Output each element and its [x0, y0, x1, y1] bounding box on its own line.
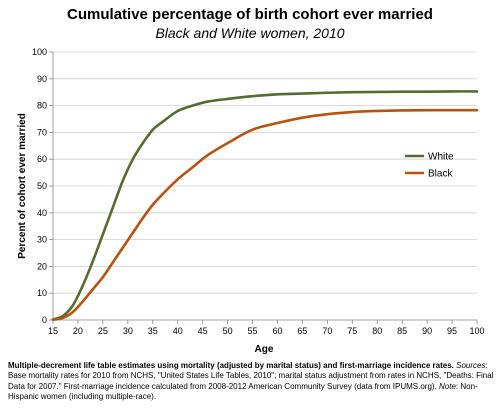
y-tick-label: 50: [37, 181, 47, 191]
y-tick-labels: 0 10 20 30 40 50 60 70 80 90 100: [32, 47, 47, 325]
footnote-lead: Multiple-decrement life table estimates …: [8, 361, 454, 370]
axes: [49, 51, 478, 324]
footnote-note-text: : Non-Hispanic women (including multiple…: [8, 381, 478, 402]
series-line-black: [51, 108, 479, 322]
x-tick-label: 85: [397, 326, 407, 336]
x-tick-label: 30: [123, 326, 133, 336]
y-tick-label: 60: [37, 154, 47, 164]
x-tick-label: 70: [322, 326, 332, 336]
x-tick-label: 95: [447, 326, 457, 336]
x-tick-label: 20: [73, 326, 83, 336]
legend: White Black: [405, 152, 454, 180]
x-tick-label: 15: [48, 326, 58, 336]
series-lines: [51, 90, 479, 322]
legend-label-white: White: [428, 152, 454, 163]
gridlines: [53, 51, 477, 294]
x-tick-label: 80: [372, 326, 382, 336]
x-tick-label: 100: [469, 326, 484, 336]
x-tick-label: 75: [347, 326, 357, 336]
footnote: Multiple-decrement life table estimates …: [8, 361, 494, 403]
y-tick-label: 80: [37, 101, 47, 111]
y-tick-label: 0: [42, 315, 47, 325]
y-tick-label: 90: [37, 74, 47, 84]
footnote-note-label: Note: [439, 381, 456, 391]
chart-title: Cumulative percentage of birth cohort ev…: [67, 6, 433, 23]
x-tick-label: 55: [248, 326, 258, 336]
y-tick-label: 20: [37, 261, 47, 271]
footnote-sources-label: Sources: [456, 361, 486, 370]
x-tick-label: 60: [272, 326, 282, 336]
y-tick-label: 10: [37, 288, 47, 298]
y-tick-label: 100: [32, 47, 47, 57]
y-tick-label: 70: [37, 127, 47, 137]
chart-subtitle: Black and White women, 2010: [155, 25, 344, 41]
x-tick-label: 45: [198, 326, 208, 336]
y-tick-label: 40: [37, 208, 47, 218]
x-tick-label: 25: [98, 326, 108, 336]
x-tick-label: 35: [148, 326, 158, 336]
x-tick-label: 65: [297, 326, 307, 336]
x-tick-label: 50: [223, 326, 233, 336]
footnote-sources-text: : Base mortality rates for 2010 from NCH…: [8, 361, 494, 391]
y-axis-title: Percent of cohort ever married: [17, 113, 28, 259]
legend-label-black: Black: [428, 169, 453, 180]
series-line-white: [51, 90, 479, 321]
y-tick-label: 30: [37, 235, 47, 245]
x-tick-label: 90: [422, 326, 432, 336]
x-tick-label: 40: [173, 326, 183, 336]
x-tick-labels: 15 20 25 30 35 40 45 50 55 60 65 70 75 80 85 90 95 100: [48, 326, 485, 336]
x-axis-title: Age: [255, 344, 274, 355]
